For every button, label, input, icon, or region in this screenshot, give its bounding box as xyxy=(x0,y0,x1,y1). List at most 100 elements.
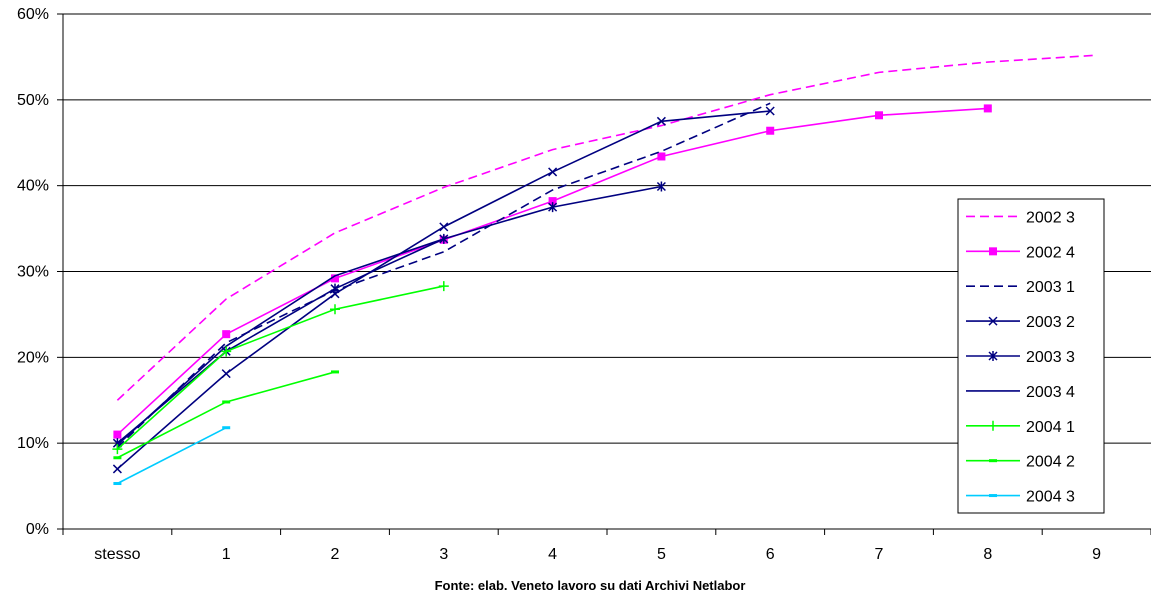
legend-item: 2002 4 xyxy=(966,244,1075,261)
x-tick-label: 9 xyxy=(1092,546,1101,563)
legend-item: 2004 3 xyxy=(966,489,1075,506)
legend-label: 2004 3 xyxy=(1026,489,1075,506)
x-tick-label: 8 xyxy=(983,546,992,563)
data-point xyxy=(331,370,339,374)
series-line xyxy=(116,102,771,449)
marker-x-stroke xyxy=(221,369,231,379)
x-tick-label: 4 xyxy=(548,546,557,563)
marker-x-stroke xyxy=(548,167,558,177)
data-point xyxy=(657,152,666,161)
y-tick-label: 40% xyxy=(17,178,49,195)
series-2004-1 xyxy=(112,281,449,455)
x-tick-label: 2 xyxy=(331,546,340,563)
marker-x-stroke xyxy=(656,116,666,126)
data-point xyxy=(221,369,231,379)
x-tick-label: 7 xyxy=(875,546,884,563)
marker-x-stroke xyxy=(988,316,998,326)
legend-item: 2003 4 xyxy=(966,384,1075,401)
legend-item: 2003 2 xyxy=(966,314,1075,331)
y-tick-label: 30% xyxy=(17,264,49,281)
series-2003-1 xyxy=(116,102,771,449)
axes: 0% 10% 20% 30% 40% 50% 60% stesso 1 2 3 4 5 6 7 8 9 xyxy=(17,6,1151,563)
legend-item: 2002 3 xyxy=(966,209,1075,226)
series-line xyxy=(116,238,445,446)
series-line xyxy=(117,427,227,485)
marker-star-stroke xyxy=(548,202,558,213)
series-2004-3 xyxy=(113,426,231,486)
data-point xyxy=(875,111,883,120)
marker-plus-stroke xyxy=(112,444,123,455)
legend-swatch-marker xyxy=(988,316,998,326)
data-point xyxy=(656,116,666,126)
x-tick-label: stesso xyxy=(94,546,140,563)
legend-swatch-marker xyxy=(988,351,998,361)
y-tick-label: 10% xyxy=(17,435,49,452)
data-point xyxy=(221,346,232,357)
legend-swatch-marker xyxy=(989,247,997,256)
legend-item: 2003 3 xyxy=(966,349,1075,366)
data-point xyxy=(983,104,992,113)
data-point xyxy=(439,233,449,244)
data-point xyxy=(112,464,122,474)
marker-plus-stroke xyxy=(988,420,998,431)
legend-label: 2002 3 xyxy=(1026,209,1075,226)
series-line xyxy=(116,54,1097,401)
legend-item: 2003 1 xyxy=(966,279,1075,296)
marker-x-stroke xyxy=(439,222,449,232)
data-point xyxy=(113,456,122,460)
legend-label: 2003 3 xyxy=(1026,349,1075,366)
series-lines xyxy=(112,54,1097,486)
y-tick-label: 50% xyxy=(17,92,49,109)
legend-label: 2004 1 xyxy=(1026,419,1075,436)
marker-x-stroke xyxy=(112,464,122,474)
x-tick-label: 5 xyxy=(657,546,666,563)
series-2003-3 xyxy=(112,181,666,449)
marker-star-stroke xyxy=(330,283,340,294)
data-point xyxy=(438,281,449,292)
series-line xyxy=(116,285,444,450)
legend-swatch-marker xyxy=(989,494,997,498)
y-tick-label: 60% xyxy=(17,6,49,23)
series-2003-4 xyxy=(116,238,445,446)
data-point xyxy=(548,202,558,213)
data-point xyxy=(113,430,122,439)
data-point xyxy=(331,274,339,283)
legend-label: 2003 1 xyxy=(1026,279,1075,296)
data-point xyxy=(222,330,231,339)
legend-label: 2004 2 xyxy=(1026,454,1075,471)
marker-plus-stroke xyxy=(221,346,232,357)
marker-plus-stroke xyxy=(330,304,340,315)
marker-star-stroke xyxy=(439,233,449,244)
source-note: Fonte: elab. Veneto lavoro su dati Archi… xyxy=(435,578,746,593)
legend-item: 2004 2 xyxy=(966,454,1075,471)
data-point xyxy=(766,126,775,135)
data-point xyxy=(548,167,558,177)
data-point xyxy=(113,482,122,486)
data-point xyxy=(112,444,123,455)
legend-swatch-marker xyxy=(989,459,997,463)
x-tick-label: 3 xyxy=(439,546,448,563)
y-tick-label: 20% xyxy=(17,349,49,366)
marker-x-stroke xyxy=(765,106,775,116)
legend-label: 2003 2 xyxy=(1026,314,1075,331)
marker-star-stroke xyxy=(656,181,666,192)
marker-star-stroke xyxy=(988,351,998,361)
data-point xyxy=(222,426,231,430)
series-2002-3 xyxy=(116,54,1097,401)
series-2004-2 xyxy=(113,370,339,460)
y-tick-label: 0% xyxy=(26,521,49,538)
legend-swatch-marker xyxy=(988,420,998,431)
x-tick-label: 6 xyxy=(766,546,775,563)
legend: 2002 3 2002 4 2003 1 2003 2 2003 3 2003 4 2004… xyxy=(957,198,1105,514)
marker-plus-stroke xyxy=(438,281,449,292)
x-tick-label: 1 xyxy=(222,546,231,563)
data-point xyxy=(548,197,557,206)
data-point xyxy=(656,181,666,192)
data-point xyxy=(330,304,340,315)
legend-label: 2003 4 xyxy=(1026,384,1075,401)
data-point xyxy=(765,106,775,116)
data-point xyxy=(439,222,449,232)
data-point xyxy=(330,283,340,294)
legend-label: 2002 4 xyxy=(1026,244,1075,261)
